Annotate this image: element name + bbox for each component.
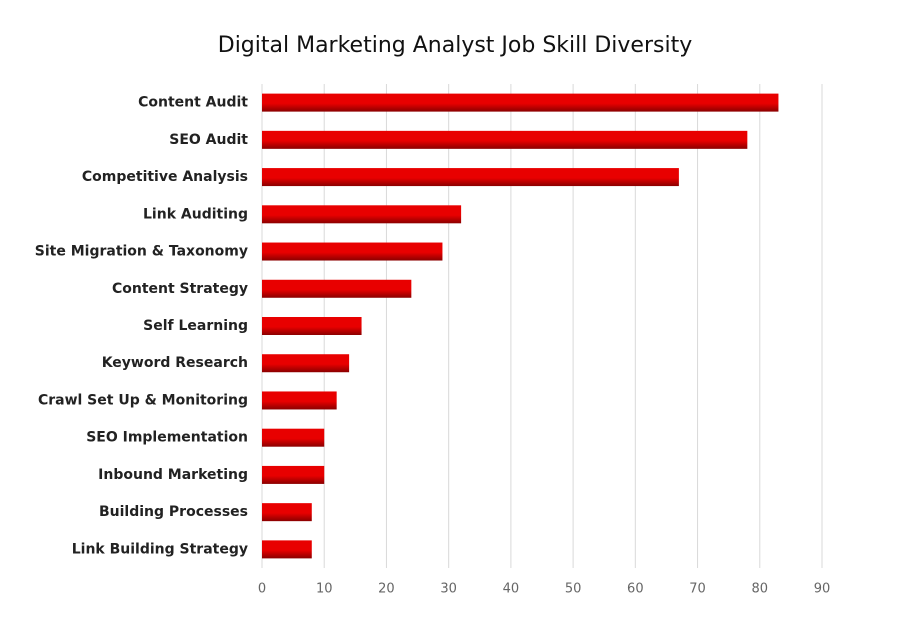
y-tick-label: Inbound Marketing <box>98 467 248 483</box>
bar <box>262 93 779 112</box>
y-tick-label: Link Auditing <box>143 206 248 222</box>
y-tick-label: Building Processes <box>99 504 248 520</box>
y-tick-label: Link Building Strategy <box>72 541 248 557</box>
bar <box>262 168 679 187</box>
bar <box>262 242 443 261</box>
x-tick-label: 90 <box>814 582 831 597</box>
bar <box>262 205 462 224</box>
y-tick-label: Content Audit <box>138 95 248 111</box>
y-tick-label: Site Migration & Taxonomy <box>35 244 248 260</box>
bar <box>262 503 312 522</box>
bar <box>262 317 362 335</box>
x-tick-label: 30 <box>440 582 457 597</box>
y-tick-label: Crawl Set Up & Monitoring <box>38 392 248 408</box>
x-tick-label: 20 <box>378 582 395 597</box>
bar <box>262 465 325 484</box>
x-tick-label: 70 <box>689 582 706 597</box>
x-tick-label: 50 <box>565 582 582 597</box>
y-tick-label: SEO Implementation <box>86 430 248 446</box>
bar <box>262 428 325 447</box>
y-tick-label: Self Learning <box>143 318 248 334</box>
bar <box>262 391 337 410</box>
bar <box>262 540 312 559</box>
bar <box>262 354 350 373</box>
y-tick-label: Competitive Analysis <box>82 169 248 185</box>
x-tick-label: 10 <box>316 582 333 597</box>
y-tick-label: Content Strategy <box>112 281 248 297</box>
x-tick-label: 80 <box>752 582 769 597</box>
bar <box>262 130 748 149</box>
chart-title: Digital Marketing Analyst Job Skill Dive… <box>218 33 692 58</box>
x-tick-label: 40 <box>503 582 520 597</box>
x-tick-label: 60 <box>627 582 644 597</box>
bar <box>262 279 412 298</box>
x-tick-label: 0 <box>258 582 266 597</box>
y-tick-label: SEO Audit <box>169 132 248 148</box>
y-tick-label: Keyword Research <box>102 355 248 371</box>
